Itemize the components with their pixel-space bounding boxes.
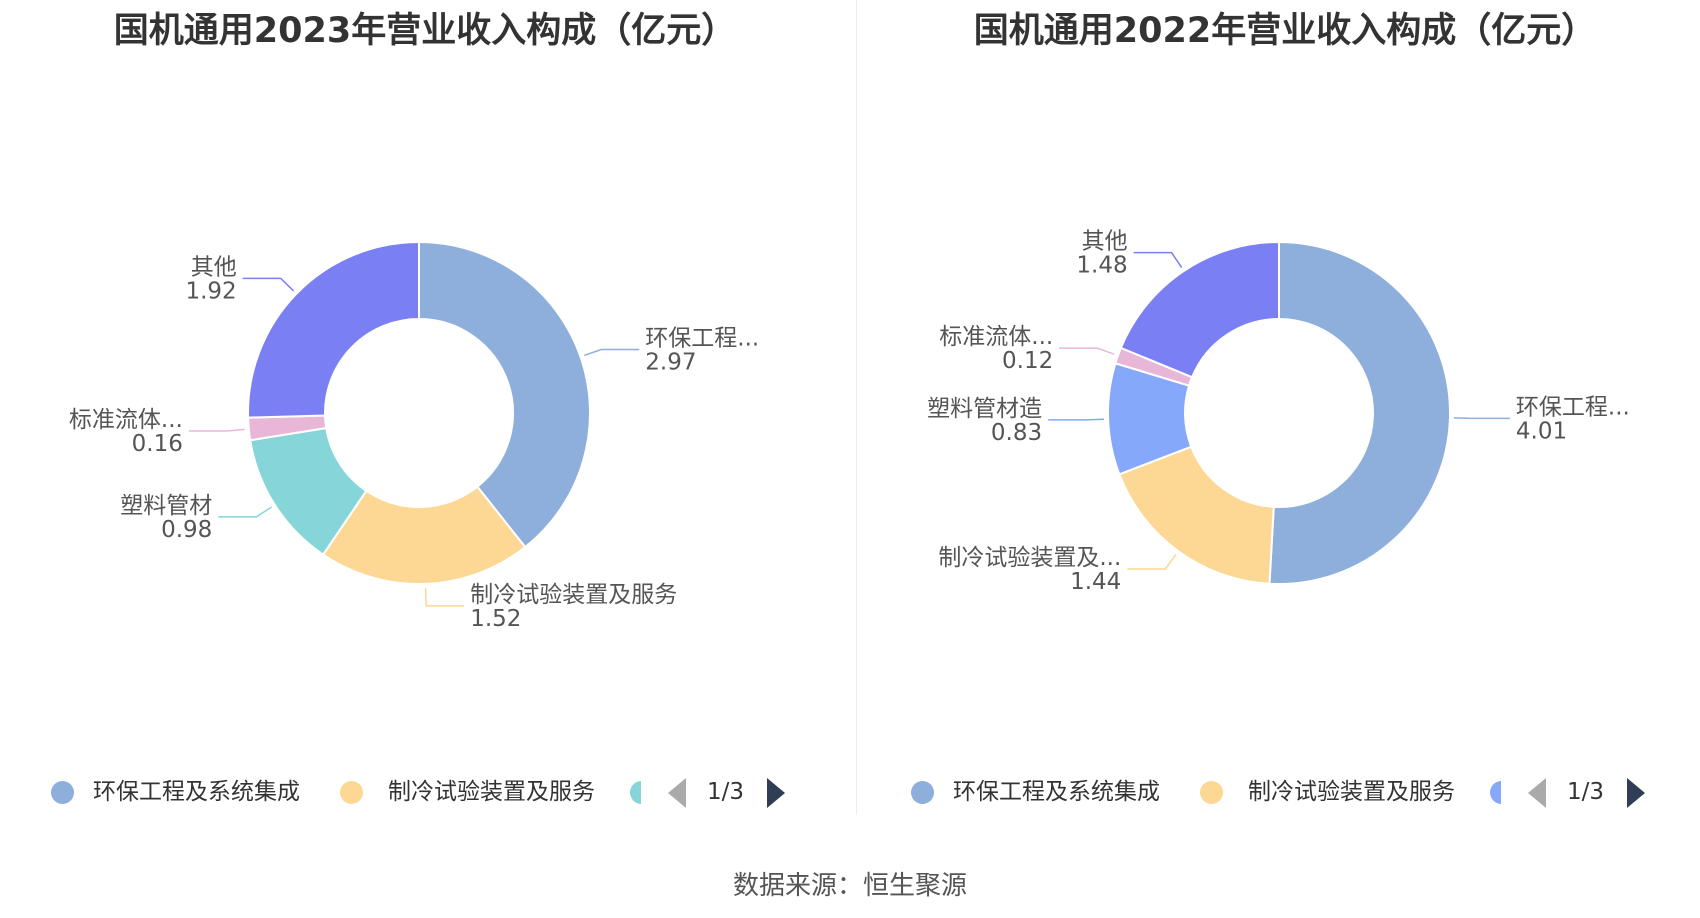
slice-value-label: 0.16 [132, 431, 183, 457]
chart-panel-2023: 国机通用2023年营业收入构成（亿元） 环保工程... 2.97 制冷试验装置及服务… [0, 0, 850, 830]
slice-label: 塑料管材 [120, 493, 212, 519]
legend-marker-partial[interactable] [1490, 781, 1501, 804]
chart-title: 国机通用2022年营业收入构成（亿元） [973, 11, 1597, 51]
donut-slice[interactable] [1268, 240, 1451, 585]
slice-label: 其他 [1082, 229, 1128, 255]
donut-slice[interactable] [418, 240, 591, 549]
slice-label: 制冷试验装置及... [938, 545, 1121, 571]
leader-line [218, 506, 272, 518]
slice-value-label: 0.12 [1002, 348, 1053, 374]
legend-label: 制冷试验装置及服务 [1248, 779, 1455, 805]
donut-slice[interactable] [321, 485, 527, 585]
leader-line [1453, 417, 1510, 420]
slice-label: 标准流体... [939, 324, 1053, 350]
slice-value-label: 1.48 [1076, 253, 1127, 279]
legend-marker [340, 781, 363, 804]
leader-line [1059, 347, 1115, 355]
legend-label: 环保工程及系统集成 [93, 779, 300, 805]
leader-line [584, 348, 640, 357]
slice-value-label: 0.83 [991, 420, 1042, 446]
leader-line [424, 587, 465, 607]
legend-marker [1200, 781, 1223, 804]
slice-value-label: 4.01 [1516, 418, 1567, 444]
legend-marker [51, 781, 74, 804]
chart-title: 国机通用2023年营业收入构成（亿元） [113, 11, 737, 51]
slice-label: 塑料管材造 [927, 396, 1042, 422]
slice-label: 标准流体... [69, 407, 183, 433]
legend-next-page-icon[interactable] [767, 778, 785, 808]
legend-prev-page-icon[interactable] [1528, 778, 1546, 808]
slice-label: 环保工程... [1516, 394, 1630, 420]
legend-next-page-icon[interactable] [1627, 778, 1645, 808]
slice-label: 其他 [191, 254, 237, 280]
donut-slice[interactable] [1119, 240, 1280, 379]
slice-value-label: 0.98 [161, 517, 212, 543]
legend-page-indicator: 1/3 [707, 779, 745, 805]
donut-slice[interactable] [247, 240, 420, 419]
legend-page-indicator: 1/3 [1567, 779, 1605, 805]
slice-value-label: 2.97 [645, 350, 696, 376]
legend-label: 环保工程及系统集成 [953, 779, 1160, 805]
leader-line [1048, 418, 1105, 421]
data-source-note: 数据来源：恒生聚源 [732, 871, 967, 901]
leader-line [1133, 251, 1183, 269]
chart-panel-2022: 国机通用2022年营业收入构成（亿元） 环保工程... 4.01 制冷试验装置及..… [860, 0, 1700, 830]
leader-line [188, 428, 245, 432]
slice-value-label: 1.44 [1070, 569, 1121, 595]
leader-line [242, 277, 295, 292]
leader-line [1127, 553, 1177, 570]
slice-value-label: 1.92 [185, 278, 236, 304]
slice-label: 环保工程... [645, 326, 759, 352]
legend-prev-page-icon[interactable] [668, 778, 686, 808]
legend-marker-partial[interactable] [630, 781, 641, 804]
slice-value-label: 1.52 [470, 606, 521, 632]
slice-label: 制冷试验装置及服务 [470, 582, 677, 608]
panel-divider [856, 0, 857, 815]
donut-slice[interactable] [1118, 445, 1275, 585]
legend-label: 制冷试验装置及服务 [388, 779, 595, 805]
legend-marker [911, 781, 934, 804]
